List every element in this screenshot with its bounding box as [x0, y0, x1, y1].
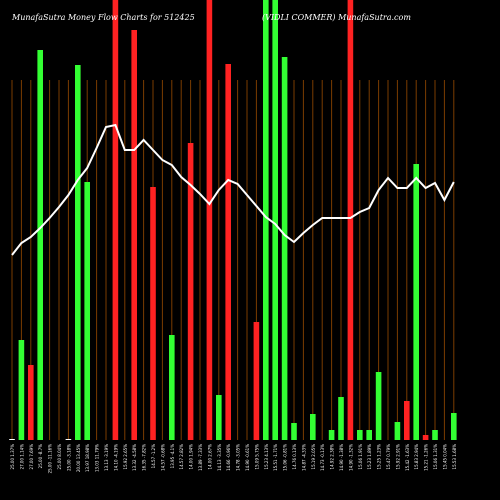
bar-mark [291, 423, 297, 440]
bar-mark [18, 340, 25, 440]
bar-mark [131, 30, 137, 440]
chart-bars [9, 0, 457, 440]
bar-mark [366, 430, 372, 440]
chart-subtitle: (VIDLI COMMER) MunafaSutra.com [262, 13, 411, 22]
x-tick-label: 14.00 2.67% [207, 444, 212, 470]
bar-mark [394, 422, 401, 440]
x-tick-label: 14.78 -3.05% [236, 444, 241, 471]
bar-mark [357, 430, 363, 440]
x-tick-label: 14.87 -4.33% [301, 444, 306, 471]
x-tick-label: 16.35 -7.82% [142, 444, 147, 471]
x-tick-label: 14.10 -4.19% [113, 444, 118, 471]
x-tick-label: 15.21 -1.26% [424, 444, 429, 471]
bar-mark [75, 65, 81, 440]
bar-mark [225, 64, 231, 440]
bar-mark [187, 143, 194, 440]
x-tick-label: 15.47 0.79% [386, 444, 391, 470]
bar-mark [422, 435, 429, 440]
x-tick-label: 14.00 1.94% [189, 444, 194, 470]
bar-mark [37, 50, 43, 440]
bar-mark [432, 430, 438, 440]
x-tick-label: 15.06 1.31% [433, 444, 438, 470]
chart-flow-line [11, 123, 455, 256]
x-tick-label: 25.00 -3.18% [66, 444, 71, 471]
x-tick-label: 13.97 18.98% [85, 444, 90, 472]
x-tick-label: 20.00 13.45% [76, 444, 81, 472]
x-tick-label: 25.00 1.37% [10, 444, 15, 470]
x-tick-label: 25.00 -11.16% [48, 444, 53, 474]
x-tick-label: 15.23 4.13% [264, 444, 269, 470]
x-tick-label: 15.09 5.75% [254, 444, 259, 470]
x-tick-label: 15.83 2.94% [414, 444, 419, 470]
x-tick-label: 14.90 -1.32% [348, 444, 353, 471]
x-tick-label: 14.57 -0.68% [160, 444, 165, 471]
x-tick-label: 15.42 -1.63% [405, 444, 410, 471]
bar-mark [206, 0, 213, 440]
bar-mark [375, 372, 382, 440]
bar-mark [413, 164, 419, 440]
x-tick-label: 27.00 7.69% [29, 444, 34, 470]
x-tick-label: 15.25 1.23% [377, 444, 382, 470]
x-tick-label: 14.76 0.13% [292, 444, 297, 470]
x-tick-label: 14.66 -0.96% [226, 444, 231, 471]
x-tick-label: 27.00 1.14% [19, 444, 24, 470]
x-tick-label: 14.90 -1.38% [339, 444, 344, 471]
bar-mark [347, 0, 354, 440]
bar-mark [263, 0, 269, 440]
x-tick-label: 13.13 -3.19% [104, 444, 109, 471]
bar-mark [28, 365, 34, 440]
x-tick-label: 15.92 2.65% [123, 444, 128, 470]
x-tick-label: 14.57 -1.2% [151, 444, 156, 469]
bar-mark [169, 335, 175, 440]
chart-x-tick-labels: 25.00 1.37% 27.00 1.14% 27.00 7.69% 25.00 -… [10, 444, 457, 474]
x-tick-label: 15.19 2.05% [311, 444, 316, 470]
chart-title: MunafaSutra Money Flow Charts for 512425 [12, 13, 195, 22]
bar-mark [65, 439, 72, 440]
bar-mark [404, 401, 410, 440]
x-tick-label: 13.32 -4.58% [132, 444, 137, 471]
bar-mark [9, 439, 15, 440]
x-tick-label: 14.92 2.38% [330, 444, 335, 470]
bar-mark [328, 430, 335, 440]
bar-mark [150, 187, 156, 440]
bar-mark [310, 414, 316, 440]
x-tick-label: 15.53 1.68% [452, 444, 457, 470]
x-tick-label: 14.57 2.82% [179, 444, 184, 470]
bar-mark [84, 182, 90, 440]
x-tick-label: 14.90 -0.61% [245, 444, 250, 471]
money-flow-line [11, 123, 455, 256]
bar-mark [281, 57, 288, 440]
bar-mark [112, 0, 119, 440]
bar-mark [216, 395, 222, 440]
x-tick-label: 15.06 -0.81% [283, 444, 288, 471]
bar-mark [451, 413, 457, 440]
x-tick-label: 15.06 1.91% [358, 444, 363, 470]
x-tick-label: 15.45 0.04% [442, 444, 447, 470]
x-tick-label: 14.73 -0.13% [320, 444, 325, 471]
bar-mark [272, 0, 278, 440]
bar-mark [338, 397, 344, 440]
x-tick-label: 25.00 -8.7% [38, 444, 43, 469]
bar-mark [253, 322, 260, 440]
x-tick-label: 13.03 11.79% [95, 444, 100, 472]
x-tick-label: 14.13 -3.35% [217, 444, 222, 471]
x-tick-label: 13.95 -4.1% [170, 444, 175, 469]
x-tick-label: 25.00 8.04% [57, 444, 62, 470]
x-tick-label: 13.89 -7.33% [198, 444, 203, 471]
x-tick-label: 15.51 -1.71% [273, 444, 278, 471]
x-tick-label: 15.23 1.89% [367, 444, 372, 470]
x-tick-label: 15.92 2.91% [395, 444, 400, 470]
